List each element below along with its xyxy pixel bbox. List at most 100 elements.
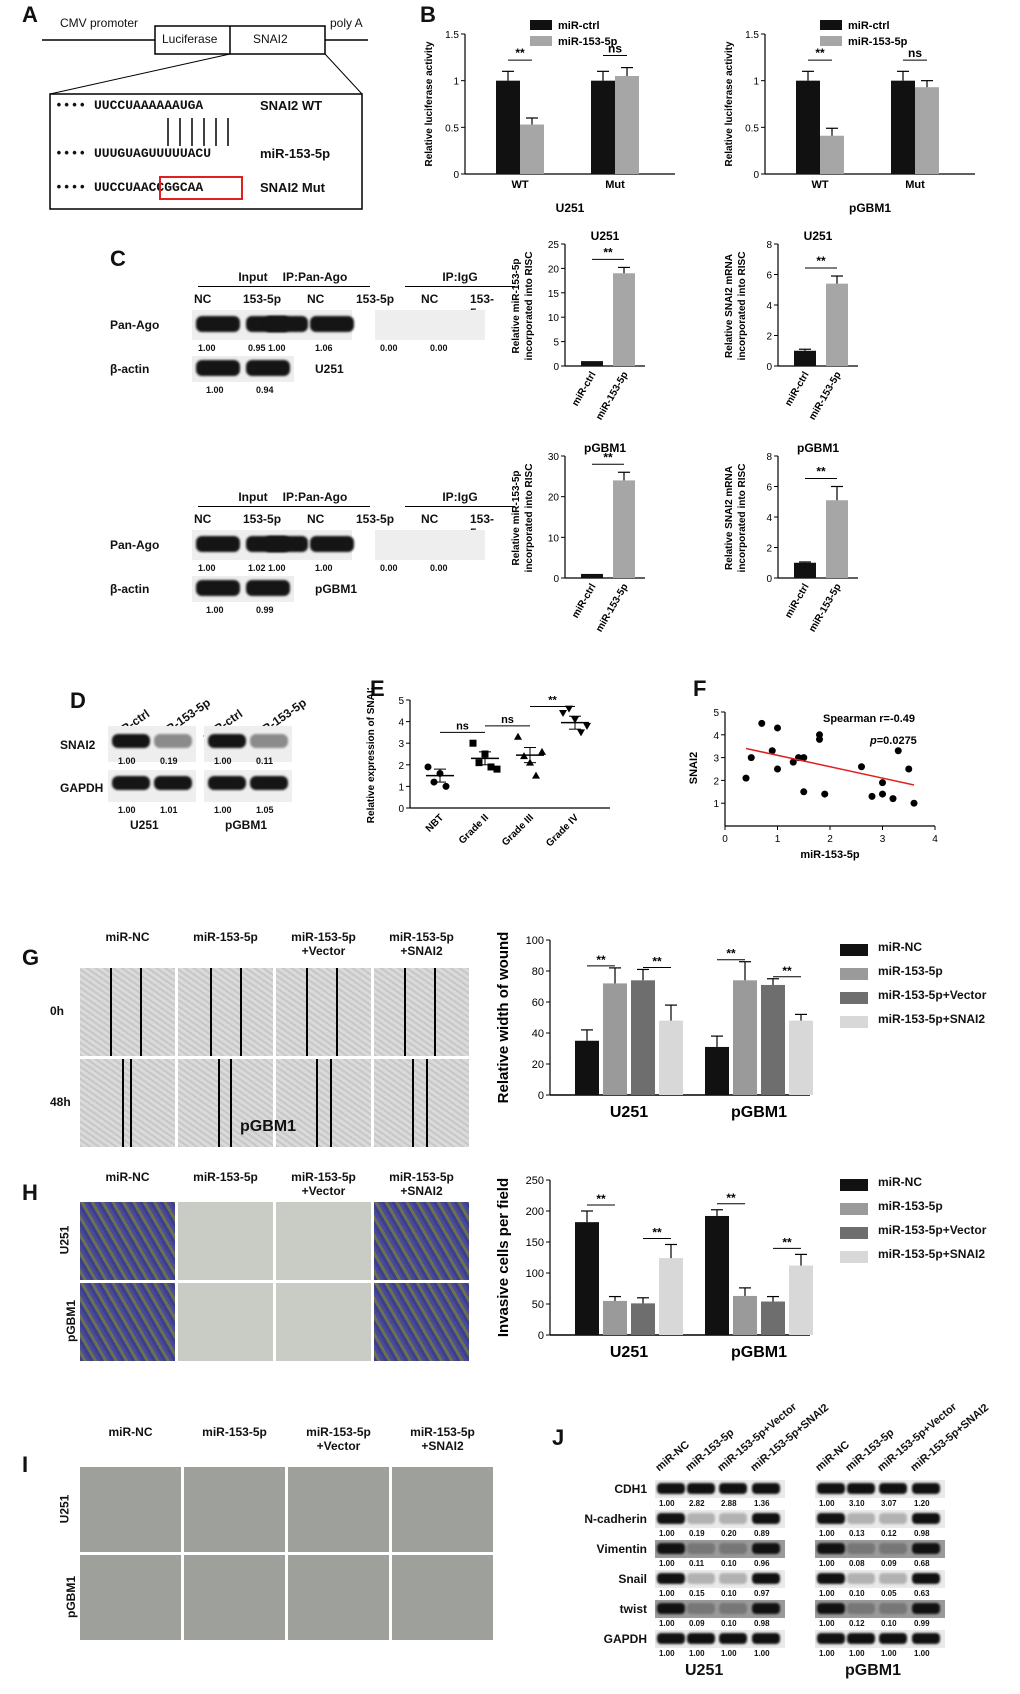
- legend-label: miR-153-5p+SNAI2: [878, 1012, 986, 1026]
- bar-miR-153-5p-pGBM1: [733, 980, 757, 1095]
- row-label: Snail: [618, 1572, 647, 1586]
- bar-miR-ctrl-Mut: [591, 80, 615, 174]
- seq-mir-label: miR-153-5p: [260, 146, 331, 161]
- band-value: 0.10: [721, 1619, 737, 1628]
- data-point: [565, 705, 573, 713]
- y-tick-label: 0: [553, 574, 559, 585]
- blot-band: [196, 316, 240, 332]
- bar-miR-153-5p-WT: [520, 124, 544, 174]
- blot-band: [687, 1573, 715, 1584]
- cell-line-label: U251: [685, 1662, 724, 1679]
- wound-edge-line: [230, 1059, 232, 1147]
- band-value: 1.00: [198, 563, 216, 573]
- bar-miR-ctrl-Mut: [891, 80, 915, 174]
- band-value: 0.09: [881, 1559, 897, 1568]
- blot-band: [817, 1603, 845, 1614]
- fit-line: [745, 747, 915, 786]
- row-label: 48h: [50, 1095, 71, 1109]
- blot-band: [687, 1633, 715, 1644]
- band-value: 1.00: [754, 1649, 770, 1658]
- blot-band: [879, 1543, 907, 1554]
- blot-band: [208, 776, 246, 790]
- band-value: 3.07: [881, 1499, 897, 1508]
- bar-miR-NC-U251: [575, 1222, 599, 1335]
- band-value: 0.94: [256, 385, 274, 395]
- legend-label: miR-153-5p+SNAI2: [878, 1247, 986, 1261]
- micrograph: [184, 1467, 285, 1552]
- sig-label: **: [782, 964, 792, 978]
- bar-miR-NC-U251: [575, 1040, 599, 1095]
- cell-line-label: pGBM1: [315, 582, 357, 596]
- blot-band: [687, 1543, 715, 1554]
- blot-band: [912, 1633, 940, 1644]
- sig-label: ns: [608, 41, 622, 55]
- y-tick-label: 0: [538, 1330, 544, 1342]
- row-label: CDH1: [614, 1482, 647, 1496]
- band-value: 1.02: [248, 563, 266, 573]
- chart-title: pGBM1: [797, 441, 839, 455]
- y-tick-label: 0: [453, 170, 459, 181]
- bar-miR-153-5p-U251: [603, 1300, 627, 1335]
- panel-label-a: A: [22, 2, 38, 27]
- chart-c1-u251-mir: U251 0 5 10 15 20 25 Relative miR-153-5p incorpo…: [511, 229, 645, 422]
- data-point: [442, 782, 450, 790]
- blot-band: [879, 1633, 907, 1644]
- blot-band: [912, 1513, 940, 1524]
- bar-miR-ctrl: [581, 361, 603, 366]
- band-value: 0.15: [689, 1589, 705, 1598]
- bar-miR-153-5p: [613, 273, 635, 366]
- chart-c2-u251-snai2: U251 0 2 4 6 8 Relative SNAI2 mRNA incorporated…: [724, 229, 858, 422]
- x-tick-label: miR-153-5p: [807, 582, 843, 634]
- y-tick-label: 100: [526, 1268, 544, 1280]
- y-axis-label: Relative width of wound: [495, 932, 512, 1104]
- blot-band: [847, 1543, 875, 1554]
- wound-edge-line: [210, 968, 212, 1056]
- ip-header: IP:IgG: [405, 490, 515, 507]
- y-tick-label: 10: [548, 313, 560, 324]
- lane-label: 153-5p: [243, 512, 282, 526]
- blot-band: [154, 734, 192, 748]
- panel-label-b: B: [420, 2, 436, 27]
- row-label: N-cadherin: [584, 1512, 647, 1526]
- sig-label: **: [548, 694, 557, 706]
- bar-miR-153-5p-Mut: [915, 87, 939, 174]
- micrograph: [80, 1283, 175, 1361]
- data-point: [821, 790, 829, 798]
- blot-band: [719, 1543, 747, 1554]
- y-tick-label: 1: [453, 77, 459, 88]
- band-value: 1.00: [659, 1589, 675, 1598]
- band-value: 0.10: [721, 1559, 737, 1568]
- x-tick-label: Mut: [905, 179, 925, 191]
- micrograph: [80, 1059, 175, 1147]
- wound-edge-line: [404, 968, 406, 1056]
- micrograph: [276, 1283, 371, 1361]
- band-value: 1.01: [160, 805, 178, 815]
- band-value: 0.98: [754, 1619, 770, 1628]
- y-tick-label: 2: [766, 332, 772, 343]
- micrograph: [374, 1202, 469, 1280]
- micrograph: [178, 968, 273, 1056]
- y-tick-label: 100: [526, 935, 544, 947]
- bar-miR-NC-pGBM1: [705, 1215, 729, 1335]
- legend-label: miR-153-5p: [878, 964, 943, 978]
- data-point: [879, 779, 886, 787]
- blot-c-u251: Input IP:Pan-Ago IP:IgG NC 153-5p NC 153-5p NC 1…: [110, 270, 515, 400]
- sig-label: ns: [501, 714, 514, 726]
- micrograph: [178, 1283, 273, 1361]
- row-label: pGBM1: [64, 1575, 78, 1618]
- x-tick-label: miR-ctrl: [783, 582, 812, 620]
- column-label: miR-NC: [105, 1170, 150, 1184]
- legend-swatch: [820, 20, 842, 30]
- y-tick-label: 15: [548, 289, 560, 300]
- blot-c-pgbm1: Input IP:Pan-Ago IP:IgG NC 153-5p NC 153-5p NC 1…: [110, 490, 515, 620]
- band-value: 0.11: [256, 756, 274, 766]
- bar-miR-153-5p+SNAI2-U251: [659, 1258, 683, 1335]
- blot-band: [112, 776, 150, 790]
- data-point: [800, 788, 808, 796]
- band-value: 1.00: [118, 756, 136, 766]
- micrograph: [288, 1467, 389, 1552]
- band-value: 0.97: [754, 1589, 770, 1598]
- y-tick-label: 25: [548, 240, 560, 251]
- row-label: U251: [57, 1225, 72, 1255]
- micrograph: [178, 1059, 273, 1147]
